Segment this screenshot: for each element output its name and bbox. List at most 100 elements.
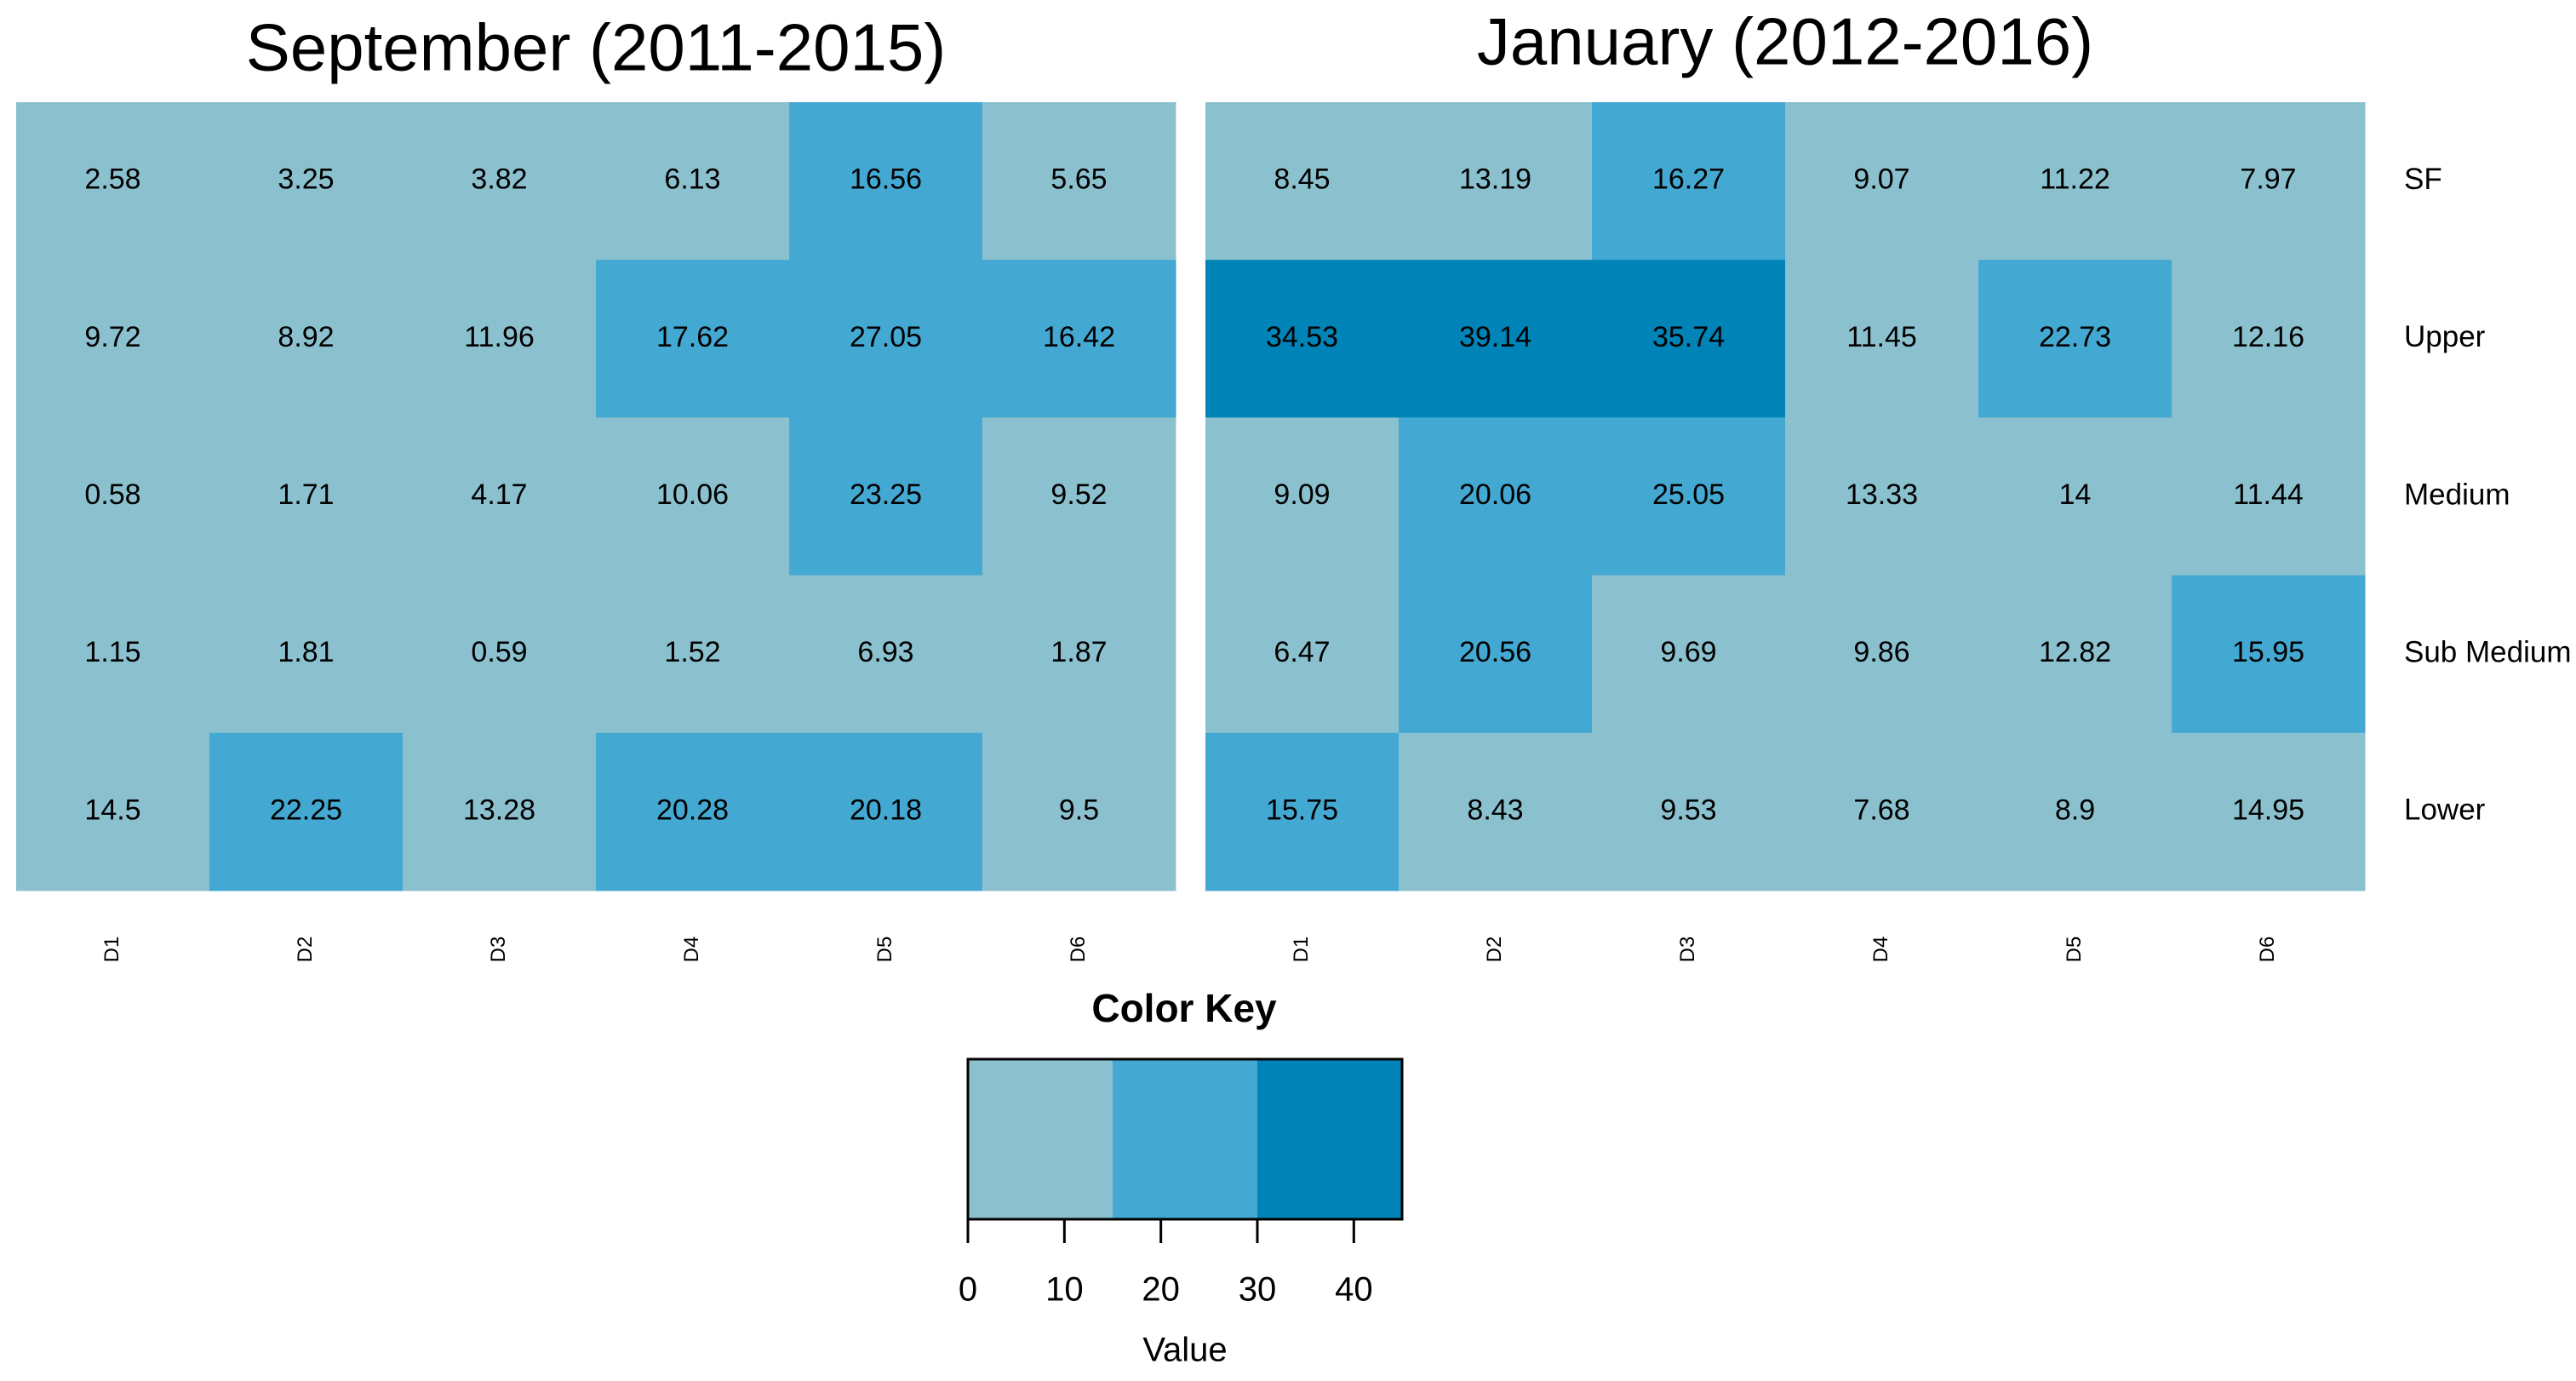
heatmap-cell <box>789 732 983 891</box>
cell-label: 16.56 <box>850 163 922 196</box>
cell-label: 14.5 <box>84 794 140 826</box>
heatmap-cell <box>1978 102 2172 261</box>
heatmap-cell <box>1978 575 2172 734</box>
column-label: D4 <box>1869 937 1892 963</box>
color-key-box <box>968 1059 1113 1219</box>
cell-label: 23.25 <box>850 478 922 511</box>
x-tick-label: 30 <box>1239 1271 1277 1309</box>
heatmap-cell <box>2172 732 2366 891</box>
heatmap-cell <box>596 417 790 576</box>
heatmap-cell <box>16 732 210 891</box>
heatmap-cell <box>596 575 790 734</box>
x-tick-label: 20 <box>1142 1271 1180 1309</box>
heatmap-cell <box>1205 417 1400 576</box>
heatmap-cell <box>403 732 597 891</box>
column-label: D6 <box>1067 937 1090 963</box>
heatmap-cell <box>1785 732 1979 891</box>
cell-label: 20.06 <box>1459 478 1531 511</box>
heatmap-cell <box>1978 732 2172 891</box>
cell-label: 13.19 <box>1459 163 1531 196</box>
cell-label: 3.25 <box>278 163 334 196</box>
cell-label: 7.97 <box>2240 163 2296 196</box>
heatmap-cell <box>16 102 210 261</box>
cell-label: 20.56 <box>1459 636 1531 668</box>
cell-label: 35.74 <box>1652 321 1725 353</box>
heatmap-cell <box>403 417 597 576</box>
heatmap-cell <box>596 732 790 891</box>
column-label: D1 <box>100 937 123 963</box>
cell-label: 9.07 <box>1853 163 1909 196</box>
cell-label: 11.45 <box>1846 321 1917 353</box>
column-label: D6 <box>2256 937 2279 963</box>
heatmap-cell <box>209 732 404 891</box>
heatmap-cell <box>1785 417 1979 576</box>
heatmap-cell <box>1978 260 2172 418</box>
heatmap-cell <box>2172 260 2366 418</box>
chart-title: January (2012-2016) <box>1477 4 2093 79</box>
cell-label: 2.58 <box>84 163 140 196</box>
cell-label: 22.25 <box>270 794 342 826</box>
cell-label: 27.05 <box>850 321 922 353</box>
heatmap-cell <box>982 260 1176 418</box>
cell-label: 0.58 <box>84 478 140 511</box>
cell-label: 8.9 <box>2055 794 2095 826</box>
color-key-frame <box>966 1057 1404 1221</box>
cell-label: 1.71 <box>278 478 334 511</box>
heatmap-cell <box>1592 260 1786 418</box>
cell-label: 9.53 <box>1660 794 1716 826</box>
row-label: Lower <box>2404 794 2486 827</box>
cell-label: 22.73 <box>2039 321 2111 353</box>
cell-label: 10.06 <box>656 478 729 511</box>
heatmap-cell <box>2172 417 2366 576</box>
cell-label: 13.33 <box>1846 478 1918 511</box>
heatmap-cell <box>982 102 1176 261</box>
heatmap-cell <box>16 260 210 418</box>
heatmap-cell <box>403 102 597 261</box>
cell-label: 8.92 <box>278 321 334 353</box>
cell-label: 6.93 <box>857 636 913 668</box>
heatmap-cell <box>1592 417 1786 576</box>
color-key-label: Value <box>1142 1332 1227 1369</box>
cell-label: 11.96 <box>464 321 535 353</box>
column-label: D1 <box>1290 937 1313 963</box>
cell-label: 5.65 <box>1050 163 1107 196</box>
cell-label: 3.82 <box>471 163 527 196</box>
x-tick-label: 0 <box>959 1271 977 1309</box>
heatmap-cell <box>1978 417 2172 576</box>
heatmap-cell <box>16 575 210 734</box>
cell-label: 1.87 <box>1050 636 1107 668</box>
cell-label: 8.43 <box>1467 794 1523 826</box>
cell-label: 12.82 <box>2039 636 2111 668</box>
heatmap-cell <box>1592 102 1786 261</box>
chart-title: September (2011-2015) <box>246 10 946 85</box>
heatmap-cell <box>1399 732 1593 891</box>
heatmap-cell <box>1399 102 1593 261</box>
heatmap-cell <box>1205 102 1400 261</box>
heatmap-cell <box>596 260 790 418</box>
cell-label: 15.95 <box>2232 636 2304 668</box>
cell-label: 13.28 <box>463 794 535 826</box>
row-label: Sub Medium <box>2404 635 2571 668</box>
cell-label: 9.72 <box>84 321 140 353</box>
heatmap-cell <box>982 417 1176 576</box>
cell-label: 9.52 <box>1050 478 1107 511</box>
x-tick-label: 40 <box>1335 1271 1373 1309</box>
cell-label: 39.14 <box>1459 321 1531 353</box>
cell-label: 20.18 <box>850 794 922 826</box>
heatmap-cell <box>1205 260 1400 418</box>
cell-label: 1.81 <box>278 636 334 668</box>
column-label: D4 <box>680 937 703 963</box>
cell-label: 9.69 <box>1660 636 1716 668</box>
cell-label: 0.59 <box>471 636 527 668</box>
cell-label: 8.45 <box>1274 163 1330 196</box>
cell-label: 16.27 <box>1652 163 1725 196</box>
heatmap-cell <box>1785 575 1979 734</box>
heatmap-cell <box>1205 575 1400 734</box>
cell-label: 9.86 <box>1853 636 1909 668</box>
heatmap-cell <box>1785 260 1979 418</box>
cell-label: 15.75 <box>1266 794 1338 826</box>
column-label: D2 <box>294 937 317 963</box>
heatmap-cell <box>789 102 983 261</box>
heatmap-cell <box>982 575 1176 734</box>
